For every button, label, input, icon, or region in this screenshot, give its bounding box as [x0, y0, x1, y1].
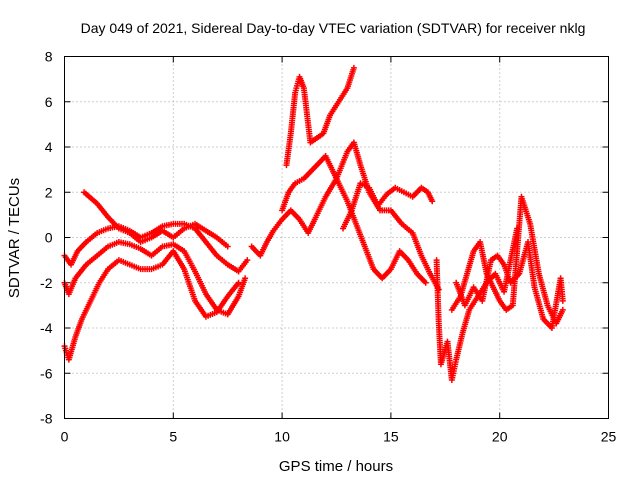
data-point — [244, 257, 251, 264]
y-tick-label: 2 — [45, 184, 53, 200]
plot-frame — [64, 56, 609, 419]
y-tick-label: 0 — [45, 230, 53, 246]
data-point — [429, 198, 436, 205]
series-track-3 — [61, 248, 242, 363]
series-track-9 — [433, 225, 521, 384]
grid-lines — [64, 56, 609, 419]
series-track-7 — [283, 64, 357, 169]
axis-ticks: 0 5 10 15 20 25 -8 -6 -4 -2 0 2 4 6 8 — [40, 49, 616, 445]
y-tick-label: 4 — [45, 139, 53, 155]
series-track-4 — [81, 189, 231, 250]
x-tick-label: 10 — [274, 429, 290, 445]
series-track-8 — [340, 180, 436, 232]
data-point — [559, 306, 566, 313]
data-point — [422, 279, 429, 286]
x-tick-label: 20 — [492, 429, 508, 445]
series-track-11 — [453, 239, 566, 331]
x-tick-label: 25 — [601, 429, 617, 445]
y-tick-label: 8 — [45, 49, 53, 65]
y-tick-label: 6 — [45, 94, 53, 110]
x-tick-label: 15 — [383, 429, 399, 445]
y-axis-label: SDTVAR / TECUs — [6, 178, 23, 298]
series-track-2 — [61, 239, 249, 318]
y-tick-label: -6 — [40, 365, 53, 381]
x-axis-label: GPS time / hours — [279, 458, 393, 475]
series-track-6 — [279, 153, 429, 286]
x-tick-label: 0 — [61, 429, 69, 445]
y-tick-label: -4 — [40, 320, 53, 336]
x-tick-label: 5 — [169, 429, 177, 445]
data-point — [235, 279, 242, 286]
data-point — [435, 286, 442, 293]
data-point — [242, 275, 249, 282]
chart-title: Day 049 of 2021, Sidereal Day-to-day VTE… — [81, 20, 586, 36]
data-point — [559, 297, 566, 304]
y-tick-label: -8 — [40, 411, 53, 427]
y-tick-label: -2 — [40, 275, 53, 291]
series-track-10 — [448, 193, 566, 327]
data-point — [224, 243, 231, 250]
data-point — [350, 64, 357, 71]
data-points — [61, 64, 566, 384]
